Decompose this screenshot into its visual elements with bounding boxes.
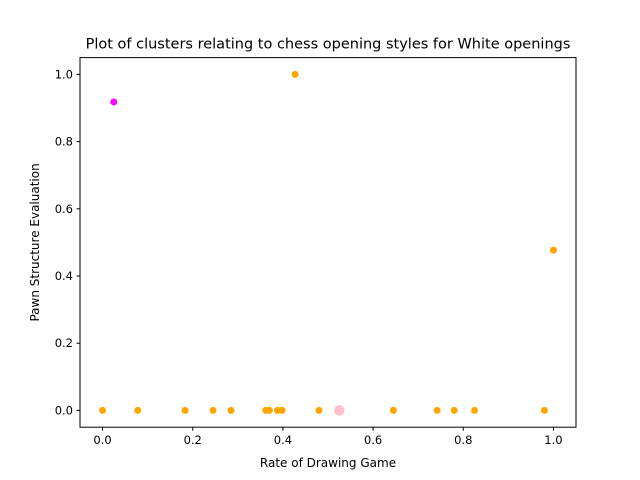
x-tick-label: 0.0: [93, 433, 111, 447]
y-tick-label: 0.4: [55, 269, 73, 283]
data-point: [540, 406, 548, 414]
y-tick-label: 0.6: [55, 202, 73, 216]
data-point: [134, 406, 142, 414]
data-point: [389, 406, 397, 414]
plot-area-frame: [79, 57, 577, 428]
data-point: [110, 98, 118, 106]
data-point: [315, 406, 323, 414]
data-point: [278, 406, 286, 414]
data-point: [209, 406, 217, 414]
data-point: [265, 406, 273, 414]
x-tick-label: 0.8: [454, 433, 472, 447]
data-point: [99, 406, 107, 414]
data-point: [433, 406, 441, 414]
data-point: [549, 246, 557, 254]
y-axis-label: Pawn Structure Evaluation: [28, 163, 42, 321]
data-point: [334, 405, 345, 416]
data-point: [471, 406, 479, 414]
x-tick-label: 0.4: [274, 433, 292, 447]
y-tick-label: 0.0: [55, 403, 73, 417]
x-tick-label: 1.0: [544, 433, 562, 447]
data-points: [99, 70, 557, 416]
x-tick-label: 0.2: [184, 433, 202, 447]
y-axis-ticks: 0.0 0.2 0.4 0.6 0.8 1.0: [55, 67, 80, 417]
y-tick-label: 0.2: [55, 336, 73, 350]
data-point: [450, 406, 458, 414]
y-tick-label: 1.0: [55, 67, 73, 81]
x-axis-label: Rate of Drawing Game: [260, 456, 396, 470]
y-tick-label: 0.8: [55, 135, 73, 149]
data-point: [291, 70, 299, 78]
chart-title: Plot of clusters relating to chess openi…: [86, 37, 571, 53]
data-point: [181, 406, 189, 414]
x-axis-ticks: 0.0 0.2 0.4 0.6 0.8 1.0: [93, 427, 563, 447]
x-tick-label: 0.6: [364, 433, 382, 447]
data-point: [227, 406, 235, 414]
